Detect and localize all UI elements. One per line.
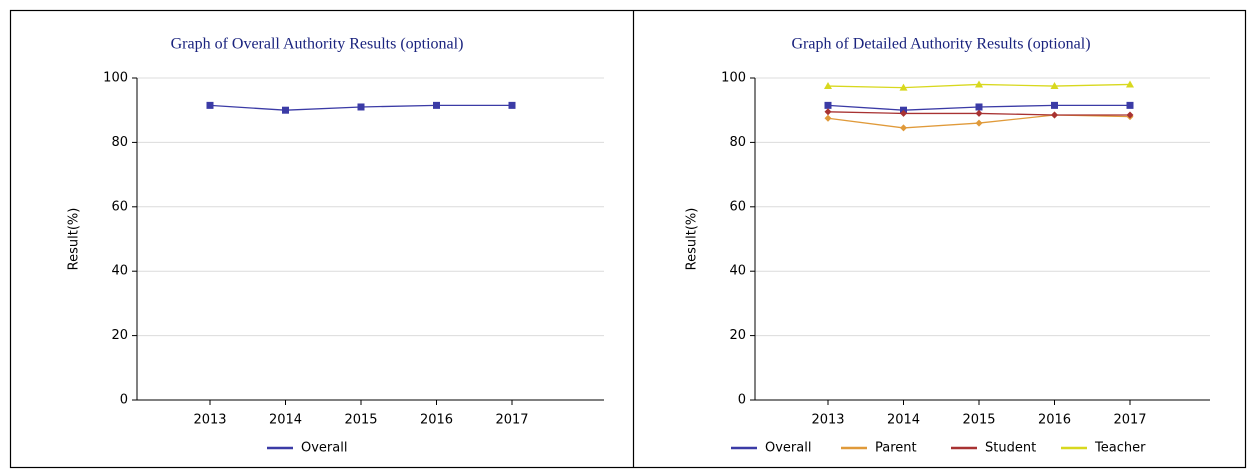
marker <box>824 108 832 116</box>
marker <box>975 119 983 127</box>
x-tick-label: 2016 <box>420 413 453 428</box>
y-axis-label: Result(%) <box>67 208 82 271</box>
y-tick-label: 20 <box>111 328 128 343</box>
outer-border <box>9 9 1247 469</box>
y-tick-label: 20 <box>729 328 746 343</box>
y-tick-label: 80 <box>111 135 128 150</box>
marker <box>206 101 214 109</box>
legend-label: Parent <box>875 441 917 456</box>
y-tick-label: 100 <box>103 71 128 86</box>
y-tick-label: 80 <box>729 135 746 150</box>
marker <box>900 124 907 132</box>
marker <box>975 103 983 111</box>
legend-item: Overall <box>731 441 811 456</box>
legend-label: Teacher <box>1094 441 1146 456</box>
marker <box>899 83 908 91</box>
chart-title: Graph of Overall Authority Results (opti… <box>171 36 464 53</box>
marker <box>508 101 516 109</box>
marker <box>1126 101 1134 109</box>
legend-item: Teacher <box>1061 441 1146 456</box>
marker <box>1126 80 1134 88</box>
x-tick-label: 2017 <box>495 413 528 428</box>
legend-item: Parent <box>841 441 917 456</box>
marker <box>1050 82 1059 90</box>
legend-label: Student <box>985 441 1036 456</box>
x-tick-label: 2016 <box>1038 413 1071 428</box>
marker <box>824 114 832 122</box>
marker <box>282 106 289 114</box>
marker <box>975 80 983 88</box>
y-tick-label: 40 <box>729 264 746 279</box>
chart-title: Graph of Detailed Authority Results (opt… <box>791 36 1090 53</box>
legend-label: Overall <box>765 441 811 456</box>
x-tick-label: 2017 <box>1113 413 1146 428</box>
marker <box>824 82 832 90</box>
y-axis-label: Result(%) <box>685 208 700 271</box>
x-tick-label: 2015 <box>962 413 995 428</box>
marker <box>824 101 832 109</box>
marker <box>975 109 983 117</box>
marker <box>1126 111 1134 119</box>
marker <box>433 101 440 109</box>
x-tick-label: 2013 <box>811 413 844 428</box>
y-tick-label: 0 <box>120 393 128 408</box>
marker <box>1051 101 1058 109</box>
marker <box>900 109 907 117</box>
y-tick-label: 60 <box>111 199 128 214</box>
x-tick-label: 2015 <box>344 413 377 428</box>
legend-item: Student <box>951 441 1036 456</box>
x-tick-label: 2014 <box>887 413 920 428</box>
y-tick-label: 60 <box>729 199 746 214</box>
legend-label: Overall <box>301 441 347 456</box>
y-tick-label: 0 <box>738 393 746 408</box>
x-tick-label: 2013 <box>193 413 226 428</box>
marker <box>357 103 365 111</box>
marker <box>1051 111 1058 119</box>
legend-item: Overall <box>267 441 347 456</box>
x-tick-label: 2014 <box>269 413 302 428</box>
y-tick-label: 100 <box>721 71 746 86</box>
y-tick-label: 40 <box>111 264 128 279</box>
